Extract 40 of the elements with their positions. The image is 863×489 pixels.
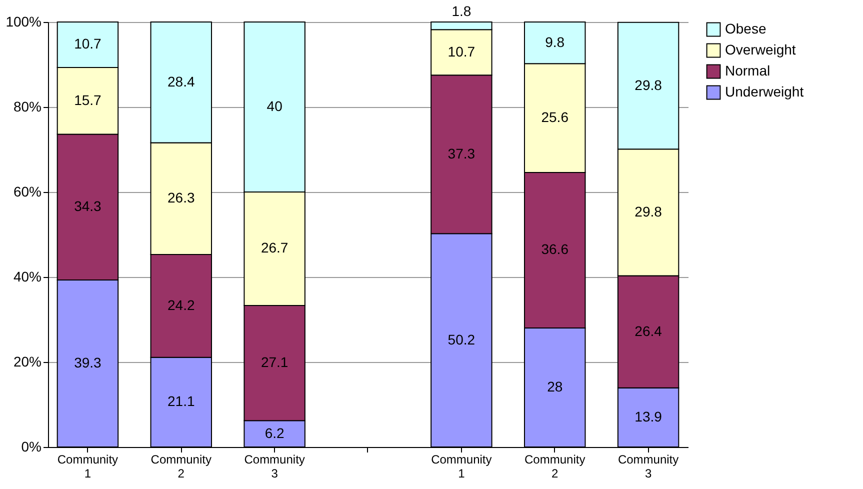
data-label: 29.8	[634, 76, 662, 93]
data-label: 40	[266, 98, 283, 114]
data-label: 39.3	[74, 354, 102, 370]
x-tick-label: Community 3	[244, 452, 305, 480]
data-label: 13.9	[634, 408, 662, 424]
data-label: 21.1	[168, 393, 195, 410]
y-tick-label: 20%	[13, 354, 42, 370]
legend-label: Overweight	[725, 42, 796, 58]
y-tick-label: 40%	[13, 268, 42, 284]
data-label: 25.6	[541, 109, 569, 126]
x-tick-label: Community 3	[618, 452, 679, 480]
data-label: 26.4	[634, 322, 662, 339]
data-label: 1.8	[452, 3, 472, 19]
data-label: 10.7	[74, 36, 102, 52]
data-label: 50.2	[448, 331, 476, 348]
data-label: 29.8	[634, 203, 662, 220]
y-tick-label: 80%	[13, 98, 42, 114]
data-label: 26.3	[168, 190, 195, 206]
y-tick-label: 60%	[13, 184, 42, 200]
data-label: 27.1	[260, 354, 288, 370]
x-tick-label: Community 1	[57, 452, 118, 480]
data-label: 10.7	[448, 43, 476, 60]
x-tick-label: Community 1	[431, 452, 492, 480]
data-label: 28.4	[168, 73, 195, 90]
y-tick-label: 100%	[6, 14, 42, 30]
legend-label: Obese	[725, 20, 766, 36]
legend-label: Normal	[725, 62, 770, 78]
legend-label: Underweight	[725, 84, 804, 100]
data-label: 36.6	[541, 241, 569, 258]
data-label: 24.2	[168, 296, 195, 313]
data-label: 9.8	[545, 34, 565, 50]
data-label: 26.7	[260, 240, 288, 256]
x-tick-label: Community 2	[524, 452, 586, 480]
data-label: 6.2	[264, 424, 285, 441]
data-label: 15.7	[74, 92, 102, 108]
data-label: 28	[547, 378, 563, 394]
data-label: 37.3	[448, 145, 476, 162]
x-tick-label: Community 2	[150, 452, 212, 480]
data-label: 34.3	[74, 198, 102, 214]
y-tick-label: 0%	[21, 438, 42, 454]
